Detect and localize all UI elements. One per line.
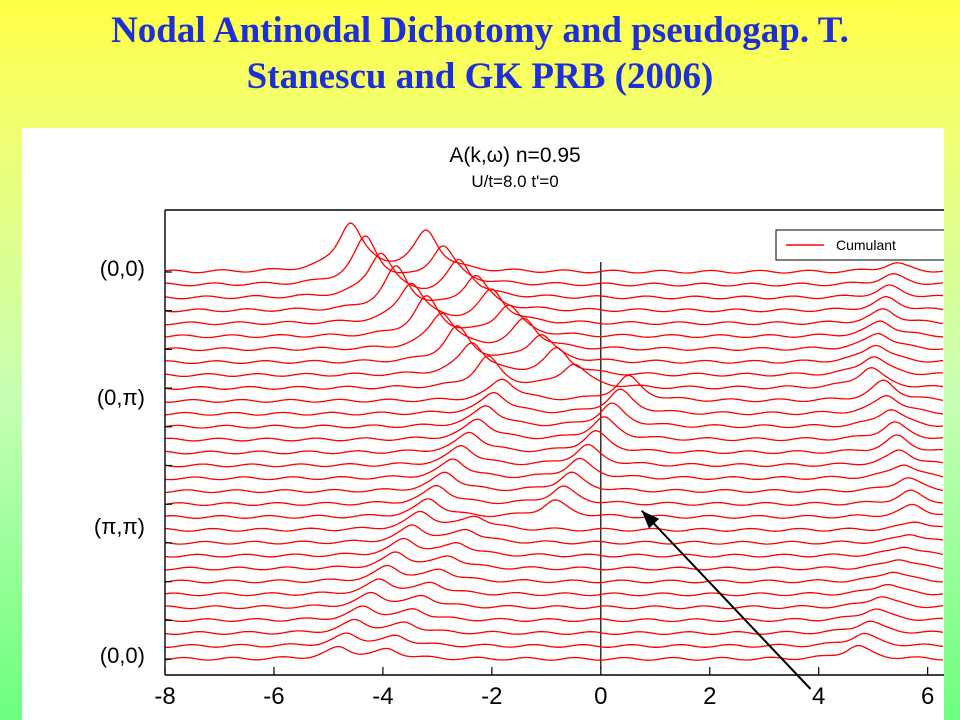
spectral-trace [164, 578, 944, 597]
spectral-trace [164, 484, 944, 507]
spectral-traces [164, 222, 944, 661]
spectral-trace [164, 252, 944, 300]
spectral-trace [164, 471, 944, 494]
x-tick-label: 6 [921, 683, 934, 710]
spectral-trace [165, 591, 944, 610]
spectral-trace [164, 537, 944, 558]
spectral-trace [164, 295, 943, 339]
y-kpoint-label: (0,0) [100, 643, 145, 668]
annotation-arrow [640, 509, 812, 690]
spectral-trace [164, 222, 944, 274]
spectral-trace [164, 430, 943, 455]
spectral-trace [165, 282, 944, 326]
plot-panel: A(k,ω) n=0.95 U/t=8.0 t'=0 -8 -6 -4 -2 0 2 4 6 … [22, 128, 944, 720]
x-ticks: -8 -6 -4 -2 0 2 4 6 [154, 667, 934, 710]
spectral-trace [164, 524, 944, 545]
spectral-trace [164, 510, 943, 532]
spectral-trace [164, 416, 944, 442]
spectral-trace [164, 325, 944, 365]
y-kpoint-label: (π,π) [94, 514, 145, 539]
y-kpoint-label: (0,π) [97, 385, 145, 410]
spectral-trace [164, 342, 943, 378]
spectral-trace [164, 402, 944, 429]
spectral-trace [164, 265, 944, 313]
x-tick-label: 4 [812, 683, 825, 710]
spectral-trace [164, 644, 943, 661]
spectral-trace [164, 618, 944, 636]
spectral-trace [164, 355, 944, 390]
arrow-shaft [640, 509, 812, 690]
legend-label: Cumulant [836, 237, 896, 253]
x-tick-label: -6 [263, 683, 284, 710]
x-tick-label: -2 [481, 683, 502, 710]
x-tick-label: 2 [703, 683, 716, 710]
x-tick-label: -8 [154, 683, 175, 710]
spectral-trace [164, 374, 944, 403]
spectral-trace [165, 551, 944, 571]
spectral-trace [165, 235, 944, 287]
arrow-head [641, 510, 660, 529]
x-tick-label: 0 [594, 683, 607, 710]
spectral-trace [164, 632, 944, 648]
chart-subtitle: U/t=8.0 t'=0 [471, 172, 558, 191]
slide-title-line-1: Nodal Antinodal Dichotomy and pseudogap.… [111, 10, 849, 51]
spectral-function-chart: A(k,ω) n=0.95 U/t=8.0 t'=0 -8 -6 -4 -2 0 2 4 6 … [94, 144, 944, 710]
spectral-trace [164, 312, 944, 352]
spectral-trace [164, 605, 943, 623]
slide-title: Nodal Antinodal Dichotomy and pseudogap.… [0, 8, 960, 100]
spectral-trace [164, 564, 943, 584]
spectral-trace [164, 443, 944, 468]
slide-title-line-2: Stanescu and GK PRB (2006) [246, 56, 714, 97]
y-labels: (0,0) (0,π) (π,π) (0,0) [94, 256, 145, 668]
legend: Cumulant [775, 229, 944, 261]
spectral-trace [164, 388, 944, 416]
spectral-trace [164, 498, 943, 519]
y-kpoint-label: (0,0) [100, 256, 145, 281]
spectral-trace [164, 457, 944, 481]
chart-title: A(k,ω) n=0.95 [449, 144, 580, 167]
axes [164, 209, 944, 676]
x-tick-label: -4 [372, 683, 393, 710]
